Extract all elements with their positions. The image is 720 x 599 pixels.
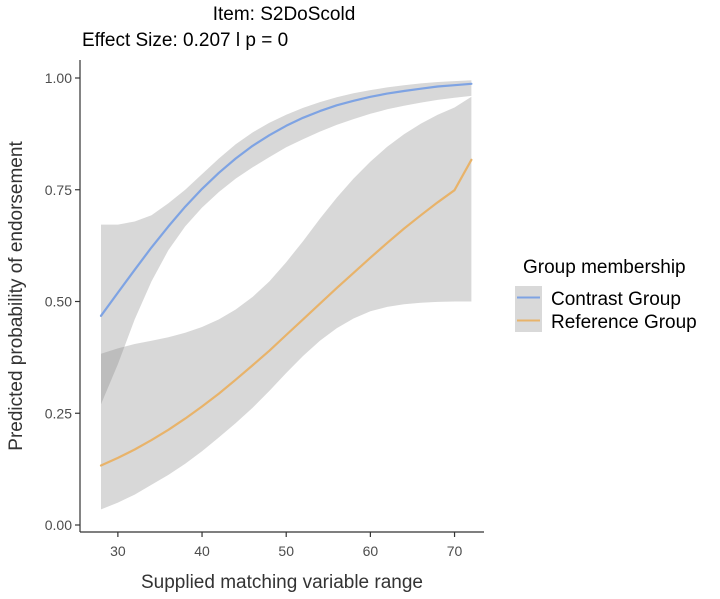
chart-title-effect-size: Effect Size: 0.207 l p = 0: [82, 30, 288, 51]
y-axis-ticks: 0.00 0.25 0.50 0.75 1.00: [45, 70, 80, 533]
line-reference-group: [99, 158, 473, 467]
y-tick-label: 0.75: [45, 182, 72, 198]
x-axis-ticks: 30 40 50 60 70: [110, 532, 463, 559]
x-tick-label: 60: [363, 543, 379, 559]
ribbon-reference-group: [101, 96, 472, 510]
confidence-ribbons: [101, 80, 472, 510]
x-tick-label: 40: [194, 543, 210, 559]
line-contrast-group: [99, 82, 473, 317]
ribbon-contrast-group: [101, 80, 472, 405]
x-axis-label: Supplied matching variable range: [141, 572, 423, 593]
x-tick-label: 50: [278, 543, 294, 559]
legend-item-contrast-group: Contrast Group: [515, 286, 681, 310]
x-tick-label: 30: [110, 543, 126, 559]
chart-title-item: Item: S2DoScold: [213, 4, 356, 25]
y-tick-label: 0.00: [45, 517, 72, 533]
y-axis-label: Predicted probability of endorsement: [6, 141, 27, 451]
legend-label-reference-group: Reference Group: [551, 312, 697, 333]
x-tick-label: 70: [447, 543, 463, 559]
legend-label-contrast-group: Contrast Group: [551, 289, 681, 310]
y-tick-label: 0.50: [45, 294, 72, 310]
series-lines: [99, 82, 473, 467]
legend-item-reference-group: Reference Group: [515, 309, 697, 333]
legend-title: Group membership: [523, 257, 686, 278]
y-tick-label: 1.00: [45, 70, 72, 86]
legend: Group membership Contrast Group Referenc…: [515, 257, 697, 333]
y-tick-label: 0.25: [45, 405, 72, 421]
axes: [79, 60, 484, 533]
